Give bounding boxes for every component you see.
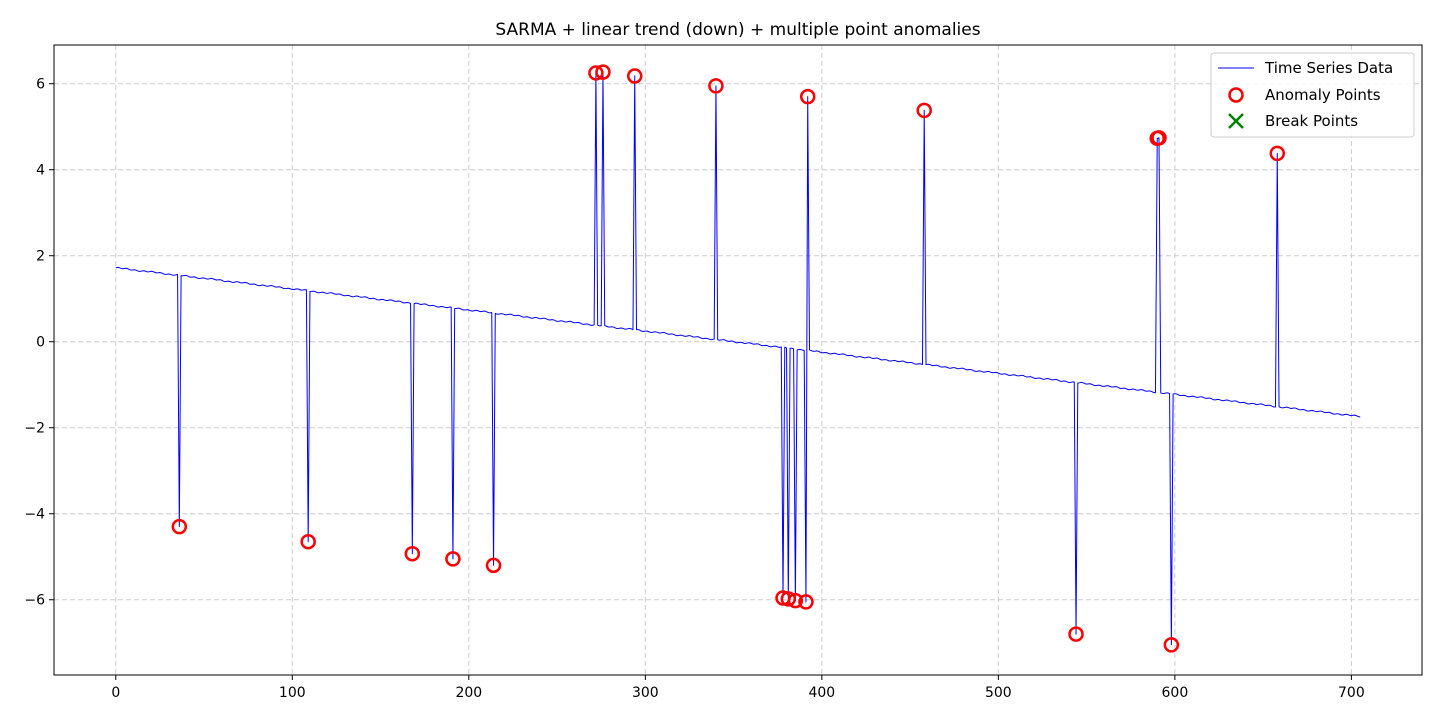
- anomaly-point: [445, 551, 461, 567]
- anomaly-point: [595, 64, 611, 80]
- y-tick-label: −6: [24, 593, 45, 609]
- anomaly-point: [588, 65, 604, 81]
- legend-x-icon: [1228, 113, 1244, 129]
- legend-circle-icon: [1228, 87, 1244, 103]
- anomaly-point: [780, 591, 797, 607]
- plot-area: [115, 64, 1361, 653]
- y-tick-label: 2: [36, 249, 45, 265]
- x-tick-label: 300: [632, 685, 659, 701]
- anomaly-point: [787, 592, 804, 609]
- chart-title: SARMA + linear trend (down) + multiple p…: [495, 20, 980, 40]
- y-axis: −6 −4 −2 0 2 4 6: [24, 77, 54, 609]
- anomaly-point: [1163, 637, 1180, 653]
- x-tick-label: 500: [985, 685, 1012, 701]
- anomaly-point: [1068, 626, 1084, 642]
- y-tick-label: 0: [36, 335, 45, 351]
- x-tick-label: 0: [111, 685, 120, 701]
- anomaly-point: [799, 88, 816, 105]
- anomaly-point: [171, 518, 188, 535]
- x-tick-label: 200: [455, 685, 482, 701]
- legend-label-break: Break Points: [1265, 112, 1358, 130]
- anomaly-point: [1269, 145, 1286, 162]
- y-tick-label: −2: [24, 421, 45, 437]
- legend-label-anomaly: Anomaly Points: [1265, 86, 1381, 104]
- x-tick-label: 600: [1162, 685, 1189, 701]
- anomaly-point: [300, 533, 316, 550]
- y-tick-label: −4: [24, 507, 45, 523]
- anomaly-point: [708, 78, 724, 94]
- anomaly-point: [485, 557, 502, 574]
- legend-label-time-series: Time Series Data: [1264, 59, 1393, 77]
- grid: [54, 45, 1422, 675]
- legend: Time Series Data Anomaly Points Break Po…: [1210, 52, 1415, 138]
- legend-box: [1210, 52, 1415, 138]
- anomaly-point: [404, 545, 421, 562]
- anomaly-point: [1151, 130, 1167, 146]
- y-tick-label: 4: [36, 163, 45, 179]
- y-tick-label: 6: [36, 77, 45, 93]
- x-tick-label: 700: [1338, 685, 1365, 701]
- anomaly-point: [916, 102, 932, 119]
- time-series-line: [115, 71, 1361, 646]
- axes-frame: [53, 44, 1423, 676]
- anomaly-point: [798, 594, 814, 610]
- x-tick-label: 400: [808, 685, 835, 701]
- x-axis: 0 100 200 300 400 500 600 700: [111, 675, 1365, 701]
- x-tick-label: 100: [279, 685, 306, 701]
- anomaly-point: [626, 68, 643, 84]
